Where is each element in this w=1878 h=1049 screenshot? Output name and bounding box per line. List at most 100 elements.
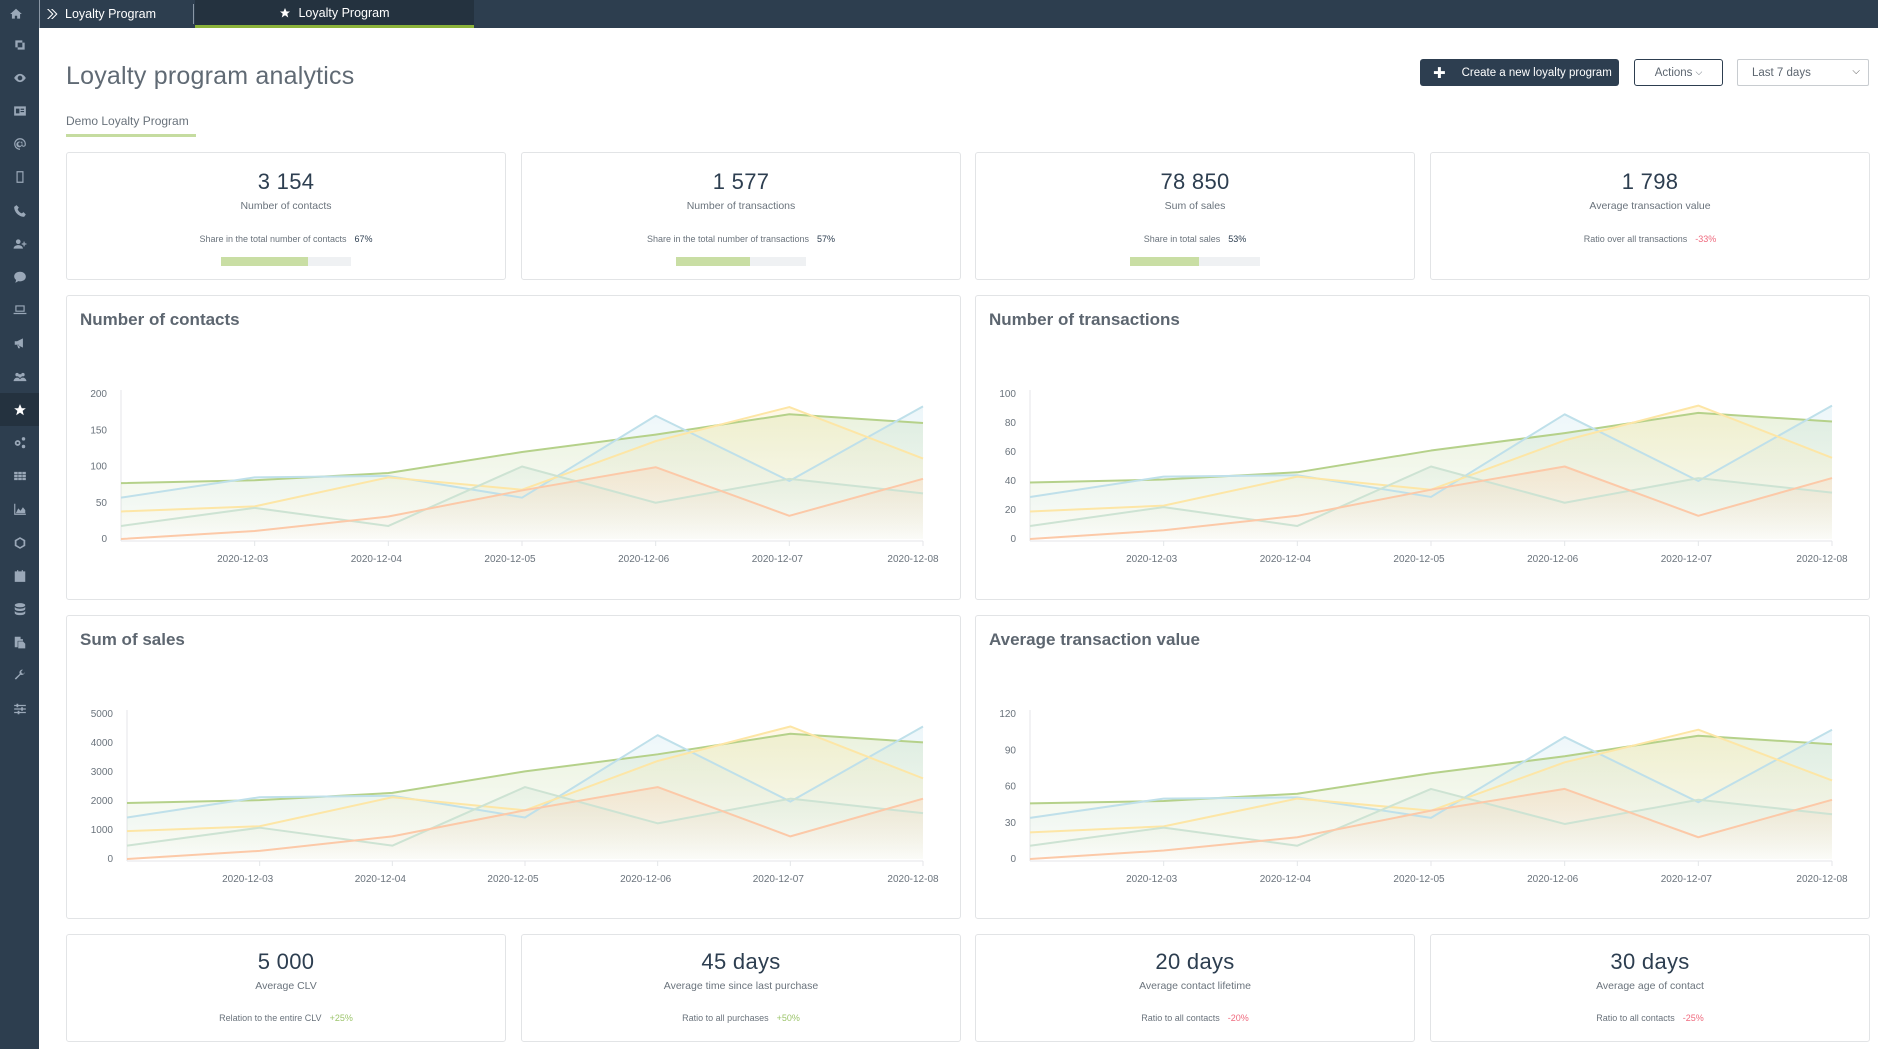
series-orange-area bbox=[1030, 466, 1832, 539]
sidebar-item-mobile[interactable] bbox=[0, 161, 39, 194]
series-orange-line bbox=[120, 466, 924, 540]
x-tick-label: 2020-12-04 bbox=[1260, 874, 1312, 885]
chart-title: Average transaction value bbox=[989, 630, 1201, 649]
sidebar-item-gears[interactable] bbox=[0, 426, 39, 459]
network-icon bbox=[14, 536, 25, 549]
kpi-progress-bar bbox=[676, 257, 806, 266]
chart-average-transaction-value: 0 30 60 90 120 2020-12-03 2020-12-04 2020-12-05… bbox=[999, 709, 1848, 885]
y-tick-label: 5000 bbox=[91, 709, 114, 720]
kpi-card: 45 days Average time since last purchase R… bbox=[521, 934, 961, 1042]
x-tick-label: 2020-12-08 bbox=[1796, 554, 1848, 565]
kpi-progress-bar bbox=[1130, 257, 1260, 266]
chart-number-of-transactions: 0 20 40 60 80 100 2020-12-03 2020-12-04 2020-12-… bbox=[999, 389, 1848, 565]
x-tick-label: 2020-12-03 bbox=[1126, 554, 1178, 565]
x-tick-label: 2020-12-06 bbox=[1527, 874, 1579, 885]
laptop-icon bbox=[13, 305, 26, 315]
sidebar-item-star[interactable] bbox=[0, 393, 39, 427]
actions-button[interactable]: Actions ⌵ bbox=[1634, 59, 1723, 86]
x-tick-label: 2020-12-05 bbox=[1393, 554, 1445, 565]
kpi-progress-bar bbox=[221, 257, 351, 266]
sidebar-item-calendar[interactable] bbox=[0, 559, 39, 592]
series-teal-line bbox=[126, 786, 924, 847]
sidebar-item-area-chart[interactable] bbox=[0, 493, 39, 526]
kpi-label: Average transaction value bbox=[1589, 200, 1711, 212]
kpi-sub-label: Ratio to all purchases bbox=[682, 1013, 769, 1023]
kpi-value: 1 798 bbox=[1621, 169, 1679, 194]
series-orange-area bbox=[121, 467, 923, 539]
kpi-card: 3 154 Number of contacts Share in the tota… bbox=[66, 152, 506, 280]
series-blue-line bbox=[1029, 728, 1833, 819]
subtab-demo-loyalty-program[interactable]: Demo Loyalty Program bbox=[66, 114, 189, 128]
plus-icon: ✚ bbox=[1433, 64, 1446, 82]
kpi-progress-fill bbox=[676, 257, 751, 266]
sidebar-edge bbox=[39, 0, 40, 28]
kpi-subtext: Ratio to all purchases +50% bbox=[522, 1013, 960, 1023]
sidebar-item-wrench[interactable] bbox=[0, 659, 39, 692]
series-green-line bbox=[1029, 411, 1833, 484]
series-green-line bbox=[1029, 734, 1833, 805]
documents-icon bbox=[14, 636, 25, 649]
contact-card-icon bbox=[13, 106, 26, 116]
y-tick-label: 200 bbox=[90, 389, 107, 400]
series-teal-line bbox=[1029, 465, 1833, 527]
sidebar-item-users[interactable] bbox=[0, 360, 39, 393]
series-orange-area bbox=[127, 787, 923, 859]
sidebar-item-eye[interactable] bbox=[0, 61, 39, 94]
sidebar-item-megaphone[interactable] bbox=[0, 327, 39, 360]
x-tick-label: 2020-12-08 bbox=[887, 554, 939, 565]
create-loyalty-program-button[interactable]: ✚ Create a new loyalty program bbox=[1420, 59, 1619, 86]
series-teal-line bbox=[1029, 787, 1833, 847]
y-tick-label: 30 bbox=[1005, 818, 1017, 829]
breadcrumb-tab[interactable]: Loyalty Program bbox=[46, 0, 194, 28]
actions-button-label: Actions bbox=[1654, 66, 1693, 79]
sidebar-item-sliders[interactable] bbox=[0, 692, 39, 725]
sidebar-item-documents[interactable] bbox=[0, 626, 39, 659]
kpi-card: 5 000 Average CLV Relation to the entire C… bbox=[66, 934, 506, 1042]
kpi-sub-label: Relation to the entire CLV bbox=[219, 1013, 322, 1023]
sidebar-item-contact-card[interactable] bbox=[0, 94, 39, 127]
sidebar-item-laptop[interactable] bbox=[0, 294, 39, 327]
y-tick-label: 4000 bbox=[91, 738, 114, 749]
chart-card-contacts: Number of contacts 0 50 100 150 200 2020-12-0… bbox=[66, 295, 961, 600]
y-tick-label: 20 bbox=[1005, 505, 1017, 516]
kpi-label: Average age of contact bbox=[1596, 980, 1704, 992]
kpi-sub-label: Ratio over all transactions bbox=[1583, 234, 1688, 244]
subtab-active-indicator bbox=[66, 134, 196, 137]
sidebar-item-network[interactable] bbox=[0, 526, 39, 559]
eye-icon bbox=[13, 73, 26, 82]
kpi-subtext: Ratio to all contacts -20% bbox=[976, 1013, 1414, 1023]
double-chevron-right-icon bbox=[47, 9, 58, 19]
sidebar bbox=[0, 0, 39, 1049]
sidebar-item-copy[interactable] bbox=[0, 28, 39, 61]
sidebar-item-chat[interactable] bbox=[0, 260, 39, 293]
series-green-line bbox=[126, 732, 924, 805]
create-button-label: Create a new loyalty program bbox=[1461, 66, 1612, 79]
kpi-card: 30 days Average age of contact Ratio to al… bbox=[1430, 934, 1870, 1042]
series-blue-line bbox=[120, 405, 924, 499]
kpi-label: Sum of sales bbox=[1164, 200, 1226, 212]
sidebar-item-add-user[interactable] bbox=[0, 227, 39, 260]
y-tick-label: 100 bbox=[999, 389, 1016, 400]
x-tick-label: 2020-12-05 bbox=[484, 554, 536, 565]
y-tick-label: 0 bbox=[1010, 854, 1016, 865]
kpi-subtext: Share in the total number of transaction… bbox=[522, 234, 960, 244]
kpi-label: Average contact lifetime bbox=[1139, 980, 1251, 992]
x-tick-label: 2020-12-04 bbox=[355, 874, 407, 885]
chart-title: Number of contacts bbox=[80, 310, 240, 329]
star-icon bbox=[13, 403, 26, 415]
chevron-down-icon: ⌵ bbox=[1852, 66, 1860, 77]
kpi-value: 20 days bbox=[1155, 949, 1235, 974]
kpi-value: 3 154 bbox=[257, 169, 315, 194]
tab-loyalty-program[interactable]: Loyalty Program bbox=[195, 0, 474, 28]
sidebar-item-database[interactable] bbox=[0, 592, 39, 625]
date-range-select[interactable]: Last 7 days ⌵ bbox=[1737, 59, 1869, 86]
sidebar-item-grid[interactable] bbox=[0, 460, 39, 493]
kpi-card: 78 850 Sum of sales Share in total sales 53… bbox=[975, 152, 1415, 280]
sidebar-item-at-sign[interactable] bbox=[0, 128, 39, 161]
home-icon[interactable] bbox=[0, 0, 32, 30]
add-user-icon bbox=[13, 239, 26, 249]
sidebar-item-phone[interactable] bbox=[0, 194, 39, 227]
sliders-icon bbox=[13, 703, 26, 714]
kpi-label: Average CLV bbox=[255, 980, 317, 992]
series-teal-line bbox=[120, 465, 924, 527]
